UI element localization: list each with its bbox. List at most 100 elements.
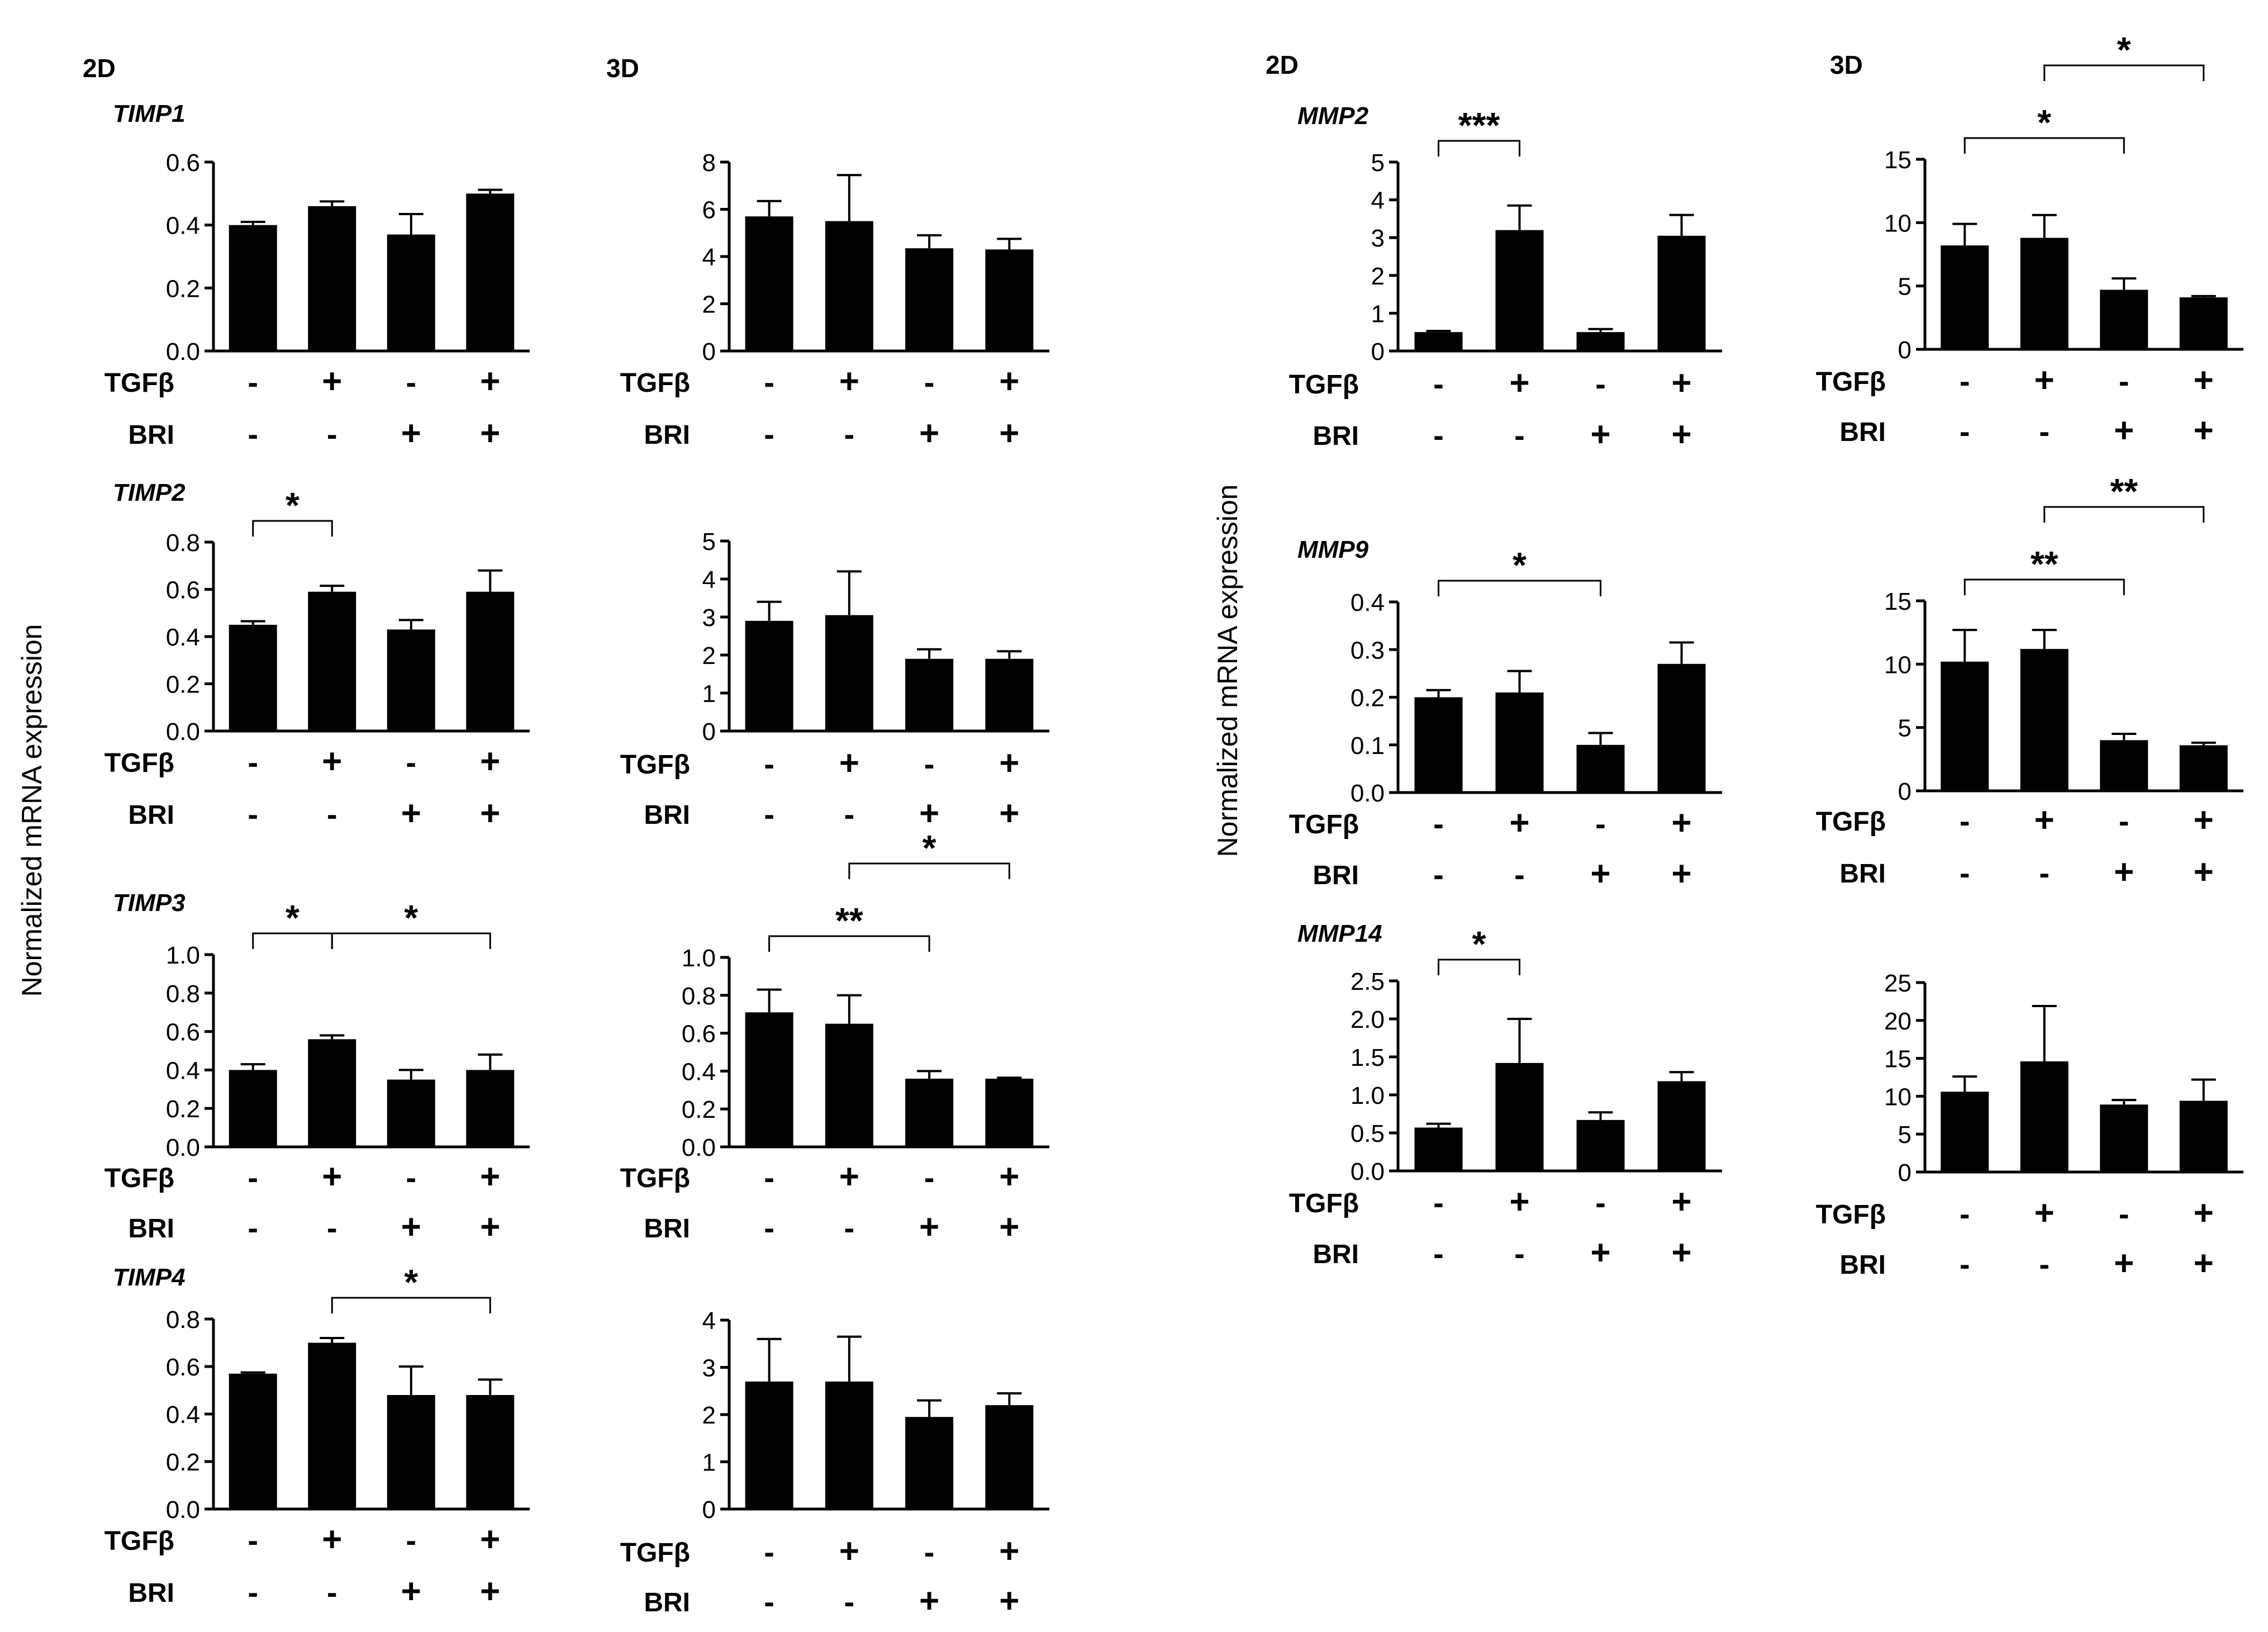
- bar-4: [466, 193, 515, 351]
- bar-1: [745, 216, 793, 351]
- bri-sign-3: +: [919, 414, 939, 453]
- significance-bracket: [1963, 578, 2125, 595]
- y-tick-label: 15: [1884, 588, 1912, 615]
- bri-sign-4: +: [2194, 1244, 2214, 1283]
- tgf-sign-1: -: [764, 364, 774, 400]
- y-tick-label: 0: [1898, 1159, 1912, 1187]
- tgf-sign-2: +: [839, 1532, 859, 1571]
- bri-row-label: BRI: [1313, 861, 1359, 890]
- tgf-row-label: TGFβ: [620, 1538, 690, 1568]
- tgf-sign-2: +: [839, 362, 859, 401]
- column-header-3d-left: 3D: [606, 54, 639, 83]
- bri-sign-1: -: [764, 796, 774, 832]
- tgf-sign-4: +: [999, 744, 1019, 782]
- tgf-sign-3: -: [924, 746, 935, 781]
- bar-1: [229, 1373, 277, 1509]
- bar-2: [2020, 649, 2069, 791]
- significance-bracket: [1438, 959, 1520, 975]
- bri-sign-2: -: [1514, 1236, 1525, 1271]
- y-tick-label: 8: [702, 149, 716, 177]
- y-axis-title-right: Normalized mRNA expression: [1212, 485, 1243, 857]
- tgf-sign-4: +: [2194, 361, 2214, 400]
- chart-timp1_3d: 0 2 4 6 8 TGFβ BRI - + - + - - + +: [620, 149, 1049, 453]
- tgf-sign-2: +: [2034, 1194, 2055, 1232]
- y-tick-label: 4: [702, 1307, 716, 1335]
- tgf-sign-1: -: [1433, 366, 1444, 401]
- bri-sign-3: +: [2114, 853, 2134, 891]
- significance-stars: *: [404, 1262, 418, 1302]
- y-tick-label: 3: [702, 1355, 716, 1382]
- significance-stars: *: [404, 898, 418, 938]
- bri-sign-1: -: [1433, 1236, 1444, 1271]
- y-tick-label: 4: [1371, 187, 1385, 215]
- bar-2: [825, 615, 873, 731]
- bri-sign-2: -: [1514, 857, 1525, 892]
- bar-4: [2179, 297, 2228, 349]
- bri-sign-3: +: [919, 794, 939, 833]
- bri-sign-2: -: [327, 1574, 337, 1610]
- bri-sign-3: +: [401, 1208, 421, 1246]
- y-tick-label: 1: [1371, 300, 1385, 328]
- bri-sign-2: -: [2039, 414, 2050, 449]
- significance-bracket: [1963, 137, 2125, 154]
- tgf-sign-1: -: [1960, 803, 1970, 838]
- tgf-sign-2: +: [2034, 801, 2055, 839]
- bri-sign-3: +: [1590, 855, 1610, 893]
- y-tick-label: 0: [702, 338, 716, 366]
- tgf-sign-3: -: [406, 1160, 416, 1195]
- column-header-2d-right: 2D: [1266, 50, 1299, 79]
- tgf-sign-1: -: [248, 1160, 258, 1195]
- y-tick-label: 1: [702, 680, 716, 708]
- tgf-row-label: TGFβ: [1289, 810, 1359, 839]
- bri-sign-4: +: [1671, 415, 1691, 454]
- tgf-row-label: TGFβ: [620, 1164, 690, 1193]
- chart-timp4_3d: 0 1 2 3 4 TGFβ BRI - + - + - - + +: [620, 1307, 1049, 1620]
- tgf-sign-2: +: [1509, 804, 1529, 842]
- tgf-sign-4: +: [999, 362, 1019, 401]
- y-tick-label: 0.4: [166, 1057, 200, 1084]
- column-header-2d-left: 2D: [83, 54, 116, 83]
- significance-bracket: [331, 1297, 491, 1313]
- y-tick-label: 4: [702, 566, 716, 594]
- significance-stars: *: [2117, 30, 2131, 70]
- bar-3: [905, 1417, 954, 1509]
- bar-1: [1941, 245, 1989, 349]
- bar-1: [745, 1381, 793, 1509]
- bar-1: [229, 225, 277, 351]
- bri-sign-2: -: [844, 1210, 855, 1245]
- bri-row-label: BRI: [1839, 859, 1886, 889]
- bri-row-label: BRI: [128, 1214, 174, 1244]
- tgf-sign-1: -: [1960, 363, 1970, 398]
- bri-row-label: BRI: [644, 420, 690, 450]
- bri-sign-4: +: [999, 1208, 1019, 1246]
- tgf-row-label: TGFβ: [620, 368, 690, 398]
- bri-sign-3: +: [919, 1208, 939, 1246]
- tgf-sign-1: -: [248, 364, 258, 400]
- bri-sign-1: -: [248, 416, 258, 452]
- tgf-sign-4: +: [999, 1532, 1019, 1571]
- y-tick-label: 0.6: [166, 1019, 200, 1046]
- chart-mmp2_3d: 0 5 10 15 TGFβ BRI - + - + - - + + * *: [1816, 30, 2243, 450]
- bri-sign-1: -: [248, 1210, 258, 1245]
- tgf-row-label: TGFβ: [1289, 370, 1359, 400]
- y-tick-label: 0.0: [166, 338, 200, 366]
- y-tick-label: 0: [702, 718, 716, 746]
- bri-row-label: BRI: [1313, 421, 1359, 451]
- tgf-sign-4: +: [1671, 364, 1691, 402]
- bar-1: [1414, 1127, 1463, 1171]
- bri-sign-1: -: [764, 1584, 774, 1619]
- y-tick-label: 0.2: [166, 1095, 200, 1123]
- gene-label: TIMP3: [113, 889, 186, 917]
- y-tick-label: 20: [1884, 1008, 1912, 1035]
- y-tick-label: 0.2: [682, 1096, 716, 1123]
- bri-row-label: BRI: [128, 800, 174, 830]
- y-tick-label: 6: [702, 197, 716, 224]
- bar-3: [387, 234, 435, 351]
- bri-sign-1: -: [1433, 418, 1444, 453]
- y-tick-label: 0.6: [166, 149, 200, 177]
- significance-stars: *: [1472, 924, 1486, 964]
- y-tick-label: 1.0: [1351, 1082, 1385, 1109]
- bar-1: [745, 1012, 793, 1147]
- y-axis-title-left: Normalized mRNA expression: [16, 624, 47, 997]
